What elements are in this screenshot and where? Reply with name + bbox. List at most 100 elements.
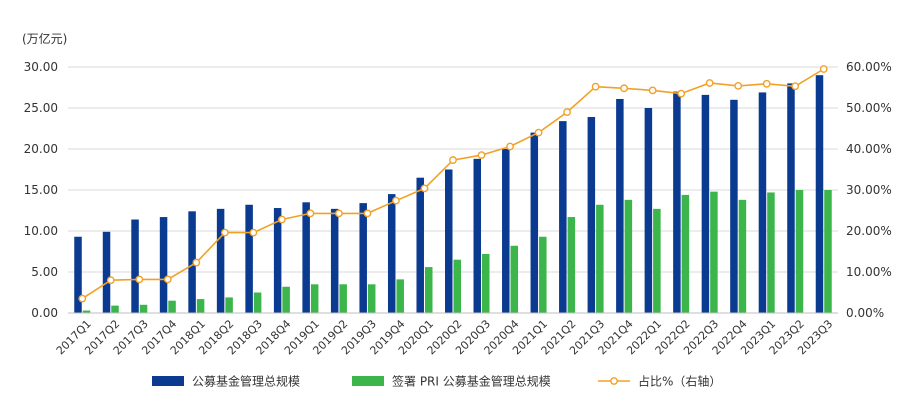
y-axis-right: 0.00% 10.00% 20.00% 30.00% 40.00% 50.00% 60.00…	[846, 60, 892, 320]
y-left-tick-label: 10.00	[24, 224, 58, 238]
ratio-point	[648, 86, 657, 95]
bar-total	[616, 98, 624, 313]
x-axis: 2017Q12017Q22017Q32017Q42018Q12018Q22018…	[54, 312, 838, 357]
bar-pri	[482, 253, 490, 313]
ratio-point	[106, 276, 115, 285]
bar-pri	[396, 279, 404, 313]
bar-total	[216, 208, 225, 313]
bar-total	[416, 177, 424, 313]
bar-total	[188, 211, 196, 313]
ratio-point	[506, 142, 514, 151]
ratio-point	[363, 209, 372, 218]
ratio-point	[563, 108, 571, 117]
bar-total	[330, 208, 339, 313]
bar-total	[445, 169, 453, 313]
y-left-tick-label: 20.00	[24, 142, 58, 156]
y-right-tick-label: 20.00%	[846, 224, 892, 238]
y-left-tick-label: 0.00	[31, 306, 58, 320]
ratio-point	[135, 275, 144, 284]
y-left-tick-label: 5.00	[31, 265, 58, 279]
legend-label: 公募基金管理总规模	[192, 374, 300, 389]
bar-pri	[596, 204, 604, 313]
ratio-point	[705, 79, 714, 87]
ratio-point	[277, 215, 286, 224]
ratio-point	[534, 128, 543, 137]
bar-total	[302, 202, 310, 313]
bar-total	[359, 203, 367, 313]
bar-total	[159, 217, 168, 313]
bar-pri	[196, 299, 205, 313]
legend-label: 占比%（右轴）	[638, 374, 721, 389]
ratio-point	[791, 82, 800, 91]
bar-total	[131, 219, 139, 313]
y-right-tick-label: 10.00%	[846, 265, 892, 279]
ratio-point	[420, 184, 429, 193]
bar-total	[245, 204, 253, 313]
bar-total	[787, 83, 795, 314]
bar-total	[673, 91, 681, 313]
bars	[74, 75, 832, 314]
ratio-line	[78, 65, 828, 303]
bar-total	[644, 108, 653, 313]
ratio-point	[335, 209, 343, 218]
bar-total	[730, 99, 738, 313]
bar-pri	[539, 236, 547, 313]
ratio-point	[192, 258, 201, 267]
legend-swatch	[152, 376, 184, 386]
y-right-tick-label: 30.00%	[846, 183, 892, 197]
bar-pri	[453, 259, 461, 313]
bar-pri	[111, 305, 119, 313]
bar-total	[758, 92, 767, 313]
bar-total	[701, 94, 710, 313]
y-right-tick-label: 50.00%	[846, 101, 892, 115]
bar-total	[530, 132, 539, 313]
bar-total	[387, 194, 396, 313]
bar-pri	[253, 292, 262, 313]
ratio-point	[677, 89, 686, 98]
ratio-point	[620, 84, 629, 93]
bar-total	[273, 208, 282, 313]
legend-swatch	[352, 376, 384, 386]
y-right-tick-label: 0.00%	[846, 306, 884, 320]
y-right-tick-label: 40.00%	[846, 142, 892, 156]
bar-pri	[310, 284, 319, 313]
ratio-point	[220, 228, 229, 237]
bar-total	[502, 149, 510, 313]
bar-pri	[767, 192, 775, 313]
legend: 公募基金管理总规模 签署 PRI 公募基金管理总规模 占比%（右轴）	[152, 374, 721, 389]
y-left-tick-label: 25.00	[24, 101, 58, 115]
bar-pri	[510, 245, 519, 313]
ratio-point	[734, 81, 743, 90]
y-left-tick-label: 15.00	[24, 183, 58, 197]
y-right-tick-label: 60.00%	[846, 60, 892, 74]
bar-total	[587, 117, 596, 314]
bar-pri	[282, 286, 290, 313]
bar-total	[559, 121, 567, 314]
ratio-point	[449, 156, 457, 164]
bar-pri	[82, 310, 91, 313]
bar-pri	[710, 191, 718, 313]
bar-total	[74, 236, 82, 313]
bar-pri	[225, 297, 233, 313]
ratio-point	[819, 65, 828, 73]
ratio-point	[762, 79, 771, 88]
ratio-point	[163, 275, 172, 284]
ratio-point	[477, 151, 486, 160]
gridlines	[68, 66, 838, 273]
bar-pri	[168, 300, 176, 313]
y-axis-left: 0.00 5.00 10.00 15.00 20.00 25.00 30.00	[24, 60, 58, 320]
bar-total	[473, 158, 482, 313]
bar-pri	[795, 190, 804, 313]
y-left-unit-label: (万亿元)	[22, 32, 68, 46]
bar-pri	[424, 267, 433, 313]
bar-pri	[624, 199, 633, 313]
bar-pri	[339, 284, 347, 313]
legend-line-marker	[610, 377, 618, 385]
ratio-point	[249, 228, 258, 237]
bar-pri	[567, 217, 576, 313]
bar-pri	[139, 304, 148, 313]
bar-pri	[653, 208, 661, 313]
bar-pri	[681, 194, 690, 313]
ratio-point	[78, 294, 87, 303]
